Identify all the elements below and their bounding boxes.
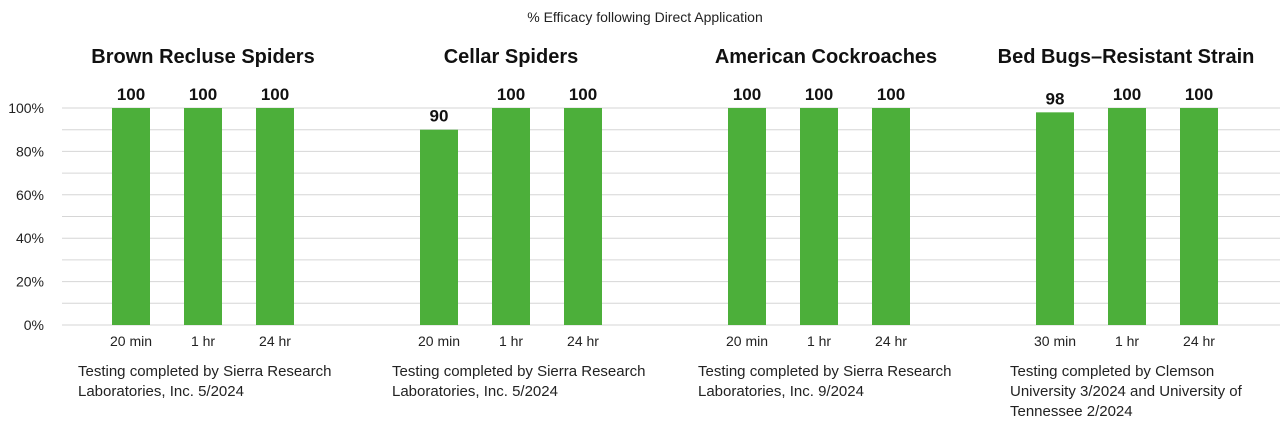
panel: Brown Recluse Spiders 100 20 min 100 1 hr 100… xyxy=(91,46,314,349)
bar xyxy=(256,108,294,325)
data-label: 100 xyxy=(877,85,905,104)
x-tick-label: 1 hr xyxy=(499,333,523,349)
data-label: 100 xyxy=(733,85,761,104)
bar xyxy=(800,108,838,325)
bar xyxy=(112,108,150,325)
data-label: 100 xyxy=(189,85,217,104)
panel-note: Testing completed by Sierra Research Lab… xyxy=(698,363,952,400)
data-label: 90 xyxy=(430,107,449,126)
bar xyxy=(1036,112,1074,325)
data-label: 100 xyxy=(569,85,597,104)
y-tick-label: 80% xyxy=(16,143,44,159)
y-tick-label: 0% xyxy=(24,317,44,333)
data-label: 100 xyxy=(805,85,833,104)
data-label: 100 xyxy=(261,85,289,104)
data-label: 98 xyxy=(1046,89,1065,108)
data-label: 100 xyxy=(1185,85,1213,104)
panel-title: Bed Bugs–Resistant Strain xyxy=(998,46,1255,68)
efficacy-chart: % Efficacy following Direct Application … xyxy=(8,9,1280,349)
panel-title: American Cockroaches xyxy=(715,46,937,68)
bar xyxy=(728,108,766,325)
bar xyxy=(184,108,222,325)
chart-title: % Efficacy following Direct Application xyxy=(527,9,763,25)
data-label: 100 xyxy=(497,85,525,104)
bar xyxy=(1180,108,1218,325)
panel: Cellar Spiders 90 20 min 100 1 hr 100 24 hr xyxy=(418,46,602,349)
bar xyxy=(420,129,458,325)
panels: Brown Recluse Spiders 100 20 min 100 1 hr 100… xyxy=(91,46,1254,349)
x-tick-label: 30 min xyxy=(1034,333,1076,349)
x-tick-label: 20 min xyxy=(418,333,460,349)
data-label: 100 xyxy=(1113,85,1141,104)
x-tick-label: 24 hr xyxy=(875,333,907,349)
panel-title: Brown Recluse Spiders xyxy=(91,46,314,68)
panel-note: Testing completed by Sierra Research Lab… xyxy=(392,363,646,400)
y-tick-label: 40% xyxy=(16,230,44,246)
y-tick-label: 20% xyxy=(16,274,44,290)
panel-note: Testing completed by Clemson University … xyxy=(1010,363,1242,420)
x-tick-label: 1 hr xyxy=(1115,333,1139,349)
x-tick-label: 1 hr xyxy=(807,333,831,349)
panel: American Cockroaches 100 20 min 100 1 hr 100 2… xyxy=(715,46,937,349)
x-tick-label: 24 hr xyxy=(567,333,599,349)
bar xyxy=(1108,108,1146,325)
data-label: 100 xyxy=(117,85,145,104)
x-tick-label: 1 hr xyxy=(191,333,215,349)
y-tick-label: 100% xyxy=(8,100,44,116)
y-tick-label: 60% xyxy=(16,187,44,203)
panel-title: Cellar Spiders xyxy=(444,46,579,68)
bar xyxy=(492,108,530,325)
x-tick-label: 20 min xyxy=(110,333,152,349)
y-axis: 0% 20% 40% 60% 80% 100% xyxy=(8,100,44,333)
panel-note: Testing completed by Sierra Research Lab… xyxy=(78,363,332,400)
panel: Bed Bugs–Resistant Strain 98 30 min 100 1 hr… xyxy=(998,46,1255,349)
bar xyxy=(872,108,910,325)
x-tick-label: 20 min xyxy=(726,333,768,349)
x-tick-label: 24 hr xyxy=(1183,333,1215,349)
gridlines xyxy=(62,107,1280,326)
x-tick-label: 24 hr xyxy=(259,333,291,349)
bar xyxy=(564,108,602,325)
